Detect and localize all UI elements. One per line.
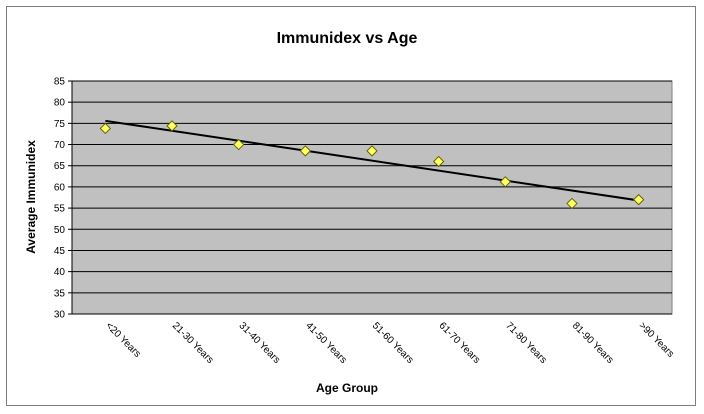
y-tick-label: 80 [54,98,66,109]
y-tick-label: 45 [54,246,66,257]
x-tick-label: >90 Years [637,320,676,359]
immunidex-chart: Immunidex vs Age 30 35 40 45 50 55 60 65 70 75 80 8… [24,30,676,395]
data-point-diamond [99,122,112,135]
x-tick-label: 21-30 Years [170,320,216,366]
y-tick-label: 50 [54,225,66,236]
data-point-diamond [299,145,312,157]
y-tick-label: 40 [54,267,66,278]
x-axis-title: Age Group [316,381,378,395]
chart-frame: Immunidex vs Age 30 35 40 45 50 55 60 65 70 75 80 8… [6,6,696,406]
y-axis-title: Average Immunidex [24,140,38,254]
x-axis-ticks: <20 Years 21-30 Years 31-40 Years 41-50 Yea… [72,313,676,366]
y-tick-label: 55 [54,204,66,215]
x-tick-label: <20 Years [103,320,142,359]
data-point-diamond [566,197,578,210]
x-tick-label: 71-80 Years [503,320,549,366]
y-tick-label: 70 [54,140,66,151]
x-tick-label: 61-70 Years [437,320,483,366]
plot-area [71,80,673,315]
chart-title: Immunidex vs Age [277,30,418,47]
gridlines [72,80,672,315]
x-tick-label: 41-50 Years [303,320,349,366]
data-point-diamond [632,193,645,206]
y-tick-label: 65 [54,161,66,172]
x-tick-label: 51-60 Years [370,320,416,366]
y-tick-label: 35 [54,288,66,299]
data-point-diamond [499,176,512,188]
y-axis-ticks: 30 35 40 45 50 55 60 65 70 75 80 85 [54,77,73,321]
data-points-layer [99,120,645,210]
y-tick-label: 75 [54,119,66,130]
data-point-diamond [232,138,245,151]
data-point-diamond [366,145,378,157]
data-point-diamond [166,120,178,132]
y-tick-label: 60 [54,182,66,193]
x-tick-label: 81-90 Years [570,320,616,366]
trendline [105,119,639,202]
y-tick-label: 85 [54,77,66,88]
data-point-diamond [432,155,445,168]
x-tick-label: 31-40 Years [237,320,283,366]
trendline-layer [105,119,639,202]
y-tick-label: 30 [54,310,66,321]
